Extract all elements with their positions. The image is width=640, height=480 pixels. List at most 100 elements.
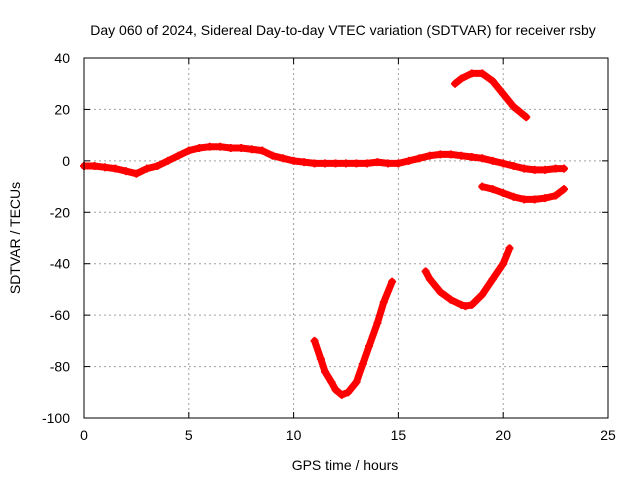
data-point (421, 267, 430, 276)
grid (84, 58, 608, 418)
data-point (321, 159, 330, 168)
y-tick-label: 0 (62, 153, 70, 169)
y-tick-label: -40 (50, 256, 70, 272)
series-group (80, 69, 568, 399)
data-point (478, 290, 487, 299)
data-point (559, 164, 568, 173)
x-tick-label: 10 (286, 427, 302, 443)
data-point (488, 275, 497, 284)
data-point (321, 367, 330, 376)
data-point (289, 156, 298, 165)
data-point (478, 182, 487, 191)
data-point (342, 159, 350, 168)
data-point (184, 146, 193, 155)
data-point (530, 165, 539, 174)
y-tick-label: -20 (50, 204, 70, 220)
data-point (344, 388, 353, 397)
data-point (174, 151, 183, 160)
data-point (457, 151, 466, 160)
axis-ticks: 0 5 10 15 20 25 -100 -80 -60 -40 -20 0 20 40 (42, 50, 616, 443)
data-point (509, 102, 518, 111)
data-point (541, 165, 550, 174)
data-point (327, 378, 336, 386)
data-point (520, 195, 529, 204)
y-tick-label: -80 (50, 359, 70, 375)
data-point (362, 159, 371, 168)
data-point (132, 169, 141, 178)
data-point (331, 385, 340, 394)
x-axis-label: GPS time / hours (292, 457, 399, 473)
data-point (121, 167, 130, 176)
data-point (373, 158, 382, 167)
data-point (509, 162, 518, 170)
x-tick-label: 0 (80, 427, 88, 443)
data-point (446, 150, 455, 159)
data-point (559, 185, 568, 194)
data-point (195, 144, 204, 152)
data-point (461, 302, 470, 311)
data-point (478, 69, 487, 78)
data-point (268, 151, 277, 160)
data-point (522, 113, 531, 122)
data-point (352, 159, 361, 168)
data-point (467, 69, 476, 78)
data-point (316, 354, 325, 363)
data-point (258, 146, 267, 155)
data-point (446, 295, 455, 304)
data-point (499, 259, 508, 268)
data-point (499, 159, 508, 168)
data-point (373, 318, 382, 327)
data-point (142, 164, 151, 173)
data-point (153, 162, 162, 170)
data-point (383, 159, 392, 168)
series-mid-curve (422, 244, 513, 310)
data-point (279, 154, 288, 163)
data-point (310, 159, 319, 168)
y-axis-label: SDTVAR / TECUs (7, 182, 23, 294)
data-point (394, 159, 403, 168)
data-point (488, 185, 497, 194)
data-point (488, 77, 497, 86)
data-point (457, 300, 466, 309)
data-point (310, 336, 319, 345)
data-point (509, 192, 518, 201)
data-point (111, 164, 120, 173)
chart-title: Day 060 of 2024, Sidereal Day-to-day VTE… (90, 22, 596, 38)
data-point (247, 145, 256, 154)
data-point (226, 144, 235, 152)
data-point (467, 300, 476, 309)
data-point (488, 156, 497, 165)
data-point (551, 164, 560, 173)
data-point (450, 79, 459, 88)
data-point (530, 195, 539, 204)
data-point (499, 189, 508, 197)
data-point (163, 156, 172, 165)
y-tick-label: -100 (42, 410, 70, 426)
data-point (337, 390, 346, 399)
data-point (457, 74, 466, 83)
data-point (100, 163, 109, 172)
data-point (415, 154, 424, 163)
data-point (467, 153, 476, 161)
y-tick-label: -60 (50, 307, 70, 323)
data-point (216, 142, 225, 151)
data-point (352, 378, 361, 386)
y-tick-label: 40 (54, 50, 70, 66)
data-point (205, 142, 214, 151)
plot-frame (83, 57, 609, 419)
data-point (358, 360, 367, 368)
data-point (436, 288, 445, 296)
data-point (425, 151, 434, 160)
data-point (541, 194, 550, 203)
data-point (331, 159, 340, 168)
data-point (436, 150, 445, 159)
data-point (300, 158, 309, 167)
x-tick-label: 5 (185, 427, 193, 443)
data-point (388, 277, 397, 286)
y-tick-label: 20 (54, 101, 70, 117)
data-point (90, 162, 99, 170)
data-point (505, 244, 514, 253)
data-point (379, 298, 388, 307)
data-point (404, 156, 413, 165)
